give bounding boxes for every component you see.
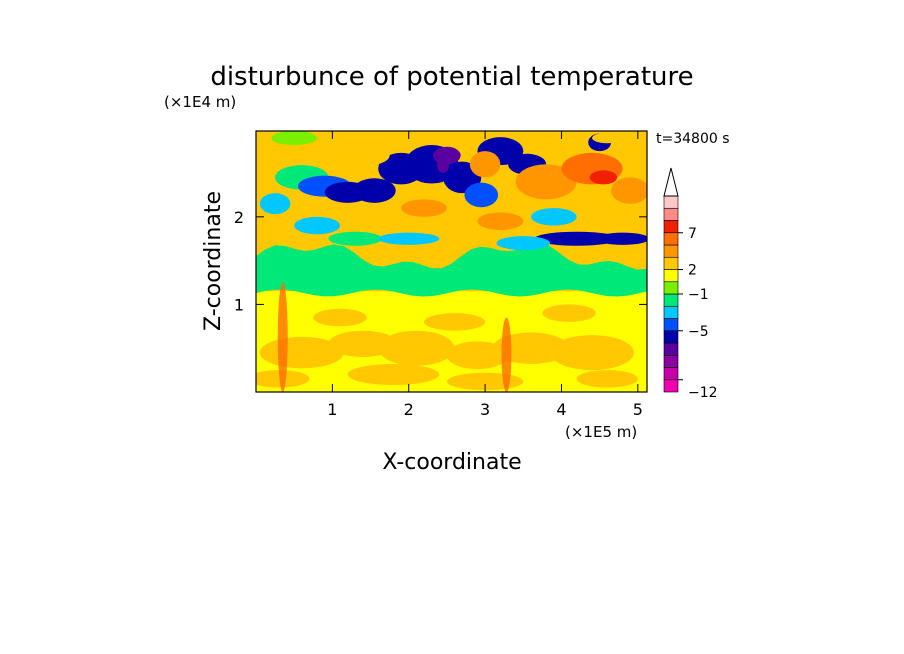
chart-title: disturbunce of potential temperature [210, 62, 693, 92]
y-unit-label: (×1E4 m) [164, 93, 236, 111]
plume [501, 317, 512, 392]
colorbar-swatch [663, 207, 679, 221]
colorbar-swatch [663, 195, 679, 209]
lower-blob [492, 332, 570, 364]
y-tick-label: 2 [234, 208, 244, 227]
x-axis-label: X-coordinate [382, 450, 521, 475]
plot-frame [255, 130, 648, 393]
field-blob [352, 178, 396, 203]
colorbar-swatch [663, 330, 679, 344]
field-blob [611, 177, 647, 204]
field-blob [592, 132, 623, 144]
colorbar-tick-label: 7 [688, 226, 697, 242]
colorbar-swatch [663, 318, 679, 332]
colorbar-swatch [663, 354, 679, 368]
colorbar-swatch [663, 305, 679, 319]
lower-blob [378, 330, 455, 366]
lower-blob [542, 304, 596, 322]
colorbar-swatch [663, 220, 679, 234]
field-blob [595, 232, 647, 245]
field-blob [294, 216, 341, 235]
colorbar-tick-label: −1 [688, 287, 709, 303]
x-tick-label: 2 [404, 400, 414, 419]
field-blob [515, 164, 577, 200]
x-unit-label: (×1E5 m) [565, 423, 637, 441]
colorbar-extend-arrow [663, 167, 679, 197]
field-blob [530, 208, 577, 226]
lower-blob [313, 308, 367, 327]
field-blob [436, 155, 450, 174]
field-blob [271, 131, 318, 146]
colorbar-swatch [663, 281, 679, 295]
lower-blob [256, 370, 310, 388]
colorbar-swatch [663, 293, 679, 307]
colorbar-swatch [663, 269, 679, 283]
field-blob [336, 145, 390, 167]
field-blob [464, 182, 499, 208]
field-blob [496, 236, 551, 251]
field-blob [378, 232, 440, 245]
x-tick-label: 5 [633, 400, 643, 419]
x-tick-label: 1 [327, 400, 337, 419]
x-tick-label: 3 [480, 400, 490, 419]
field-blob [259, 193, 291, 215]
field-blob [477, 212, 524, 230]
lower-blob [347, 363, 440, 385]
field-blob [589, 170, 618, 185]
colorbar-swatch [663, 342, 679, 356]
lower-blob [424, 313, 486, 331]
field-blob [469, 151, 501, 178]
time-label: t=34800 s [656, 131, 730, 147]
field-blob [401, 199, 447, 217]
axis-ticks: 1 2 3 4 5 1 2 [234, 131, 647, 419]
y-tick-label: 1 [234, 295, 244, 314]
heatmap-field [256, 131, 647, 392]
plume [277, 282, 288, 392]
colorbar-swatch [663, 256, 679, 270]
colorbar-swatch [663, 232, 679, 246]
x-tick-label: 4 [556, 400, 566, 419]
y-axis-label: Z-coordinate [201, 191, 226, 331]
colorbar-swatch [663, 379, 679, 393]
field-blob [534, 231, 619, 246]
field-blob [439, 212, 486, 230]
colorbar-swatch [663, 367, 679, 381]
transition-band [256, 243, 647, 297]
field-blob [328, 231, 383, 246]
lower-blob [550, 335, 635, 371]
colorbar-tick-label: 2 [688, 263, 697, 279]
colorbar: −12−5−127 [663, 167, 718, 401]
colorbar-tick-label: −5 [688, 324, 709, 340]
colorbar-tick-label: −12 [688, 385, 718, 401]
lower-blob [576, 370, 638, 388]
colorbar-swatch [663, 244, 679, 258]
field-blob [256, 139, 306, 172]
